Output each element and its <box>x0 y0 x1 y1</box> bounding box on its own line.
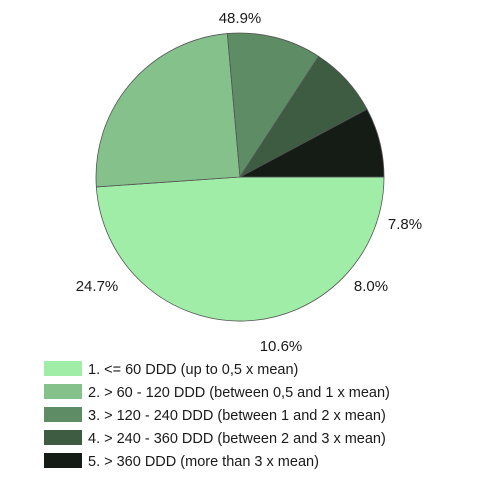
legend-item-2: 2. > 60 - 120 DDD (between 0,5 and 1 x m… <box>44 384 390 401</box>
slice-label-1: 48.9% <box>219 10 262 27</box>
legend-label-2: 2. > 60 - 120 DDD (between 0,5 and 1 x m… <box>88 385 390 401</box>
legend-label-4: 4. > 240 - 360 DDD (between 2 and 3 x me… <box>88 431 386 447</box>
slice-label-3: 10.6% <box>260 338 303 355</box>
legend-label-1: 1. <= 60 DDD (up to 0,5 x mean) <box>88 362 298 378</box>
legend-swatch-4 <box>44 430 82 445</box>
pie-slices <box>95 32 385 322</box>
legend-swatch-1 <box>44 361 82 376</box>
legend-item-5: 5. > 360 DDD (more than 3 x mean) <box>44 453 319 470</box>
pie-slice-3 <box>226 32 320 179</box>
legend-swatch-2 <box>44 384 82 399</box>
slice-label-4: 8.0% <box>354 278 388 295</box>
legend-label-3: 3. > 120 - 240 DDD (between 1 and 2 x me… <box>88 408 386 424</box>
pie-slice-5 <box>239 108 385 178</box>
legend-item-3: 3. > 120 - 240 DDD (between 1 and 2 x me… <box>44 407 386 424</box>
legend: 1. <= 60 DDD (up to 0,5 x mean) 2. > 60 -… <box>44 361 390 470</box>
legend-item-4: 4. > 240 - 360 DDD (between 2 and 3 x me… <box>44 430 386 447</box>
slice-label-5: 7.8% <box>388 216 422 233</box>
legend-item-1: 1. <= 60 DDD (up to 0,5 x mean) <box>44 361 298 378</box>
legend-swatch-5 <box>44 453 82 468</box>
pie-slice-1 <box>95 176 385 322</box>
pie-slice-2 <box>95 33 241 188</box>
legend-label-5: 5. > 360 DDD (more than 3 x mean) <box>88 454 319 470</box>
slice-label-2: 24.7% <box>76 278 119 295</box>
legend-swatch-3 <box>44 407 82 422</box>
pie-slice-labels: 48.9% 24.7% 10.6% 8.0% 7.8% <box>76 10 422 355</box>
